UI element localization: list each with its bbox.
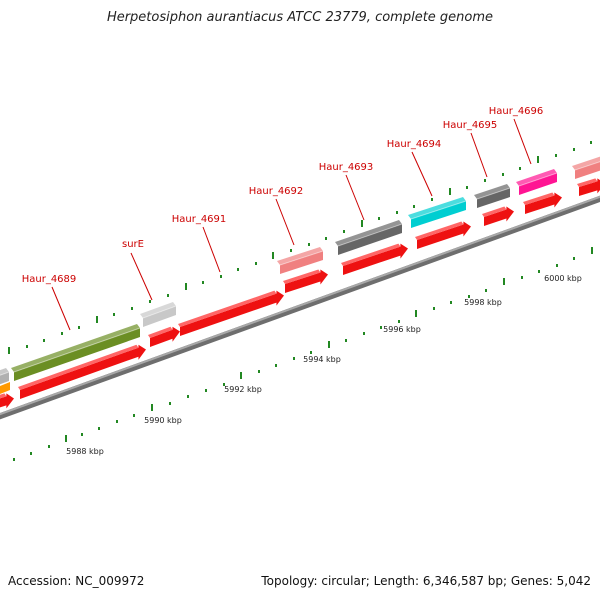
cds-arrow: [285, 269, 328, 293]
gene-label: Haur_4696: [489, 106, 544, 117]
cds-arrow: [180, 290, 284, 336]
label-leader-line: [470, 132, 488, 178]
gene-bar: [411, 201, 466, 228]
cds-arrow-top: [415, 221, 464, 240]
scale-label: 6000 kbp: [544, 274, 582, 283]
gene-label: Haur_4693: [319, 162, 374, 173]
gene-label: Haur_4692: [249, 186, 304, 197]
gene-bar-shine: [142, 305, 177, 319]
gene-bar: [519, 173, 557, 195]
gene-bar-top: [572, 156, 600, 170]
gene-bar-shine: [279, 250, 324, 266]
orange-feature: [0, 382, 10, 394]
cds-arrow: [417, 221, 471, 249]
cds-arrow: [525, 192, 562, 214]
cds-arrow-top: [341, 243, 401, 266]
cds-arrow-top: [0, 393, 7, 399]
gene-bar-top: [0, 368, 9, 376]
gene-bar-shine: [574, 161, 600, 171]
scale-label: 5994 kbp: [303, 355, 341, 364]
gene-label: Haur_4694: [387, 139, 442, 150]
gene-bar-top: [11, 324, 140, 372]
gene-bar-top: [335, 220, 402, 246]
cds-arrow: [150, 326, 180, 347]
gene-bar: [0, 372, 9, 385]
cds-arrow-top: [18, 344, 139, 390]
label-leader-line: [202, 226, 221, 273]
label-leader-line: [345, 174, 365, 221]
label-leader-line: [51, 286, 71, 331]
gene-bar-top: [516, 169, 557, 186]
scale-label: 5996 kbp: [383, 325, 421, 334]
cds-arrow-top: [482, 206, 507, 217]
gene-bar-top: [474, 184, 510, 199]
gene-bar: [338, 224, 402, 255]
scale-label: 5992 kbp: [224, 385, 262, 394]
cds-arrow-top: [283, 269, 321, 284]
cds-arrow: [0, 393, 14, 409]
accession-text: Accession: NC_009972: [8, 574, 145, 588]
genome-stats-text: Topology: circular; Length: 6,346,587 bp…: [261, 574, 591, 588]
gene-bar-top: [277, 247, 323, 265]
gene-bar-shine: [518, 172, 558, 187]
gene-bar-top: [408, 197, 466, 219]
gene-bar: [143, 306, 176, 327]
genome-backbone: [0, 195, 600, 420]
gene-bar: [575, 161, 600, 179]
genome-backbone-highlight: [0, 195, 600, 416]
gene-bar: [14, 328, 140, 381]
gene-label: Haur_4689: [22, 274, 77, 285]
label-leader-line: [411, 151, 433, 197]
gene-bar-shine: [13, 327, 141, 373]
cds-arrow: [579, 178, 600, 196]
cds-arrow: [20, 344, 146, 399]
gene-bar-shine: [337, 223, 403, 247]
label-leader-line: [130, 252, 153, 301]
label-leader-line: [513, 118, 532, 165]
scale-label: 5990 kbp: [144, 416, 182, 425]
cds-arrow: [484, 206, 514, 226]
scale-label: 5988 kbp: [66, 447, 104, 456]
cds-arrow-top: [577, 178, 598, 187]
gene-label: surE: [122, 239, 144, 250]
gene-bar-shine: [0, 371, 10, 376]
gene-bar: [280, 251, 323, 274]
gene-label: Haur_4695: [443, 120, 498, 131]
cds-arrow-top: [148, 326, 173, 338]
gene-bar-top: [140, 302, 176, 318]
gene-label: Haur_4691: [172, 214, 227, 225]
cds-arrow-top: [523, 192, 555, 205]
label-leader-line: [275, 198, 295, 246]
gene-bar-shine: [410, 200, 467, 220]
scale-label: 5998 kbp: [464, 298, 502, 307]
cds-arrow: [343, 243, 408, 275]
page-title: Herpetosiphon aurantiacus ATCC 23779, co…: [106, 10, 494, 25]
cds-arrow-top: [178, 290, 277, 327]
gene-bar-shine: [476, 187, 511, 200]
gene-bar: [477, 188, 510, 208]
